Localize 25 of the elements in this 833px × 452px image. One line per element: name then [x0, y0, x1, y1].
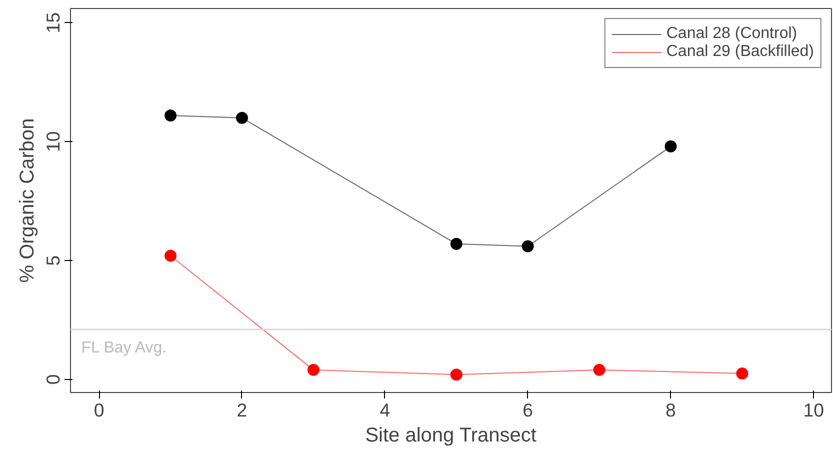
- x-tick-label: 0: [94, 400, 104, 420]
- x-tick-label: 6: [522, 400, 534, 420]
- x-tick-label: 4: [380, 400, 390, 420]
- point: [593, 364, 606, 376]
- point: [450, 368, 462, 381]
- x-axis-title: Site along Transect: [365, 424, 537, 446]
- x-tick-label: 10: [803, 400, 824, 420]
- point: [307, 364, 320, 376]
- point: [164, 250, 177, 262]
- y-tick-label: 10: [42, 131, 64, 152]
- x-tick-label: 2: [236, 400, 248, 420]
- y-tick-label: 5: [42, 255, 64, 266]
- point: [236, 112, 248, 124]
- point: [736, 367, 748, 380]
- ref-line-label: FL Bay Avg.: [81, 339, 167, 356]
- x-tick-label: 8: [666, 400, 676, 420]
- y-axis-title: % Organic Carbon: [16, 118, 38, 283]
- y-tick-label: 15: [42, 12, 64, 34]
- point: [522, 240, 534, 252]
- y-tick-label: 0: [42, 374, 64, 385]
- legend-label: Canal 29 (Backfilled): [666, 43, 814, 61]
- legend-label: Canal 28 (Control): [666, 25, 798, 43]
- point: [164, 110, 177, 122]
- point: [450, 238, 462, 250]
- point: [664, 140, 677, 152]
